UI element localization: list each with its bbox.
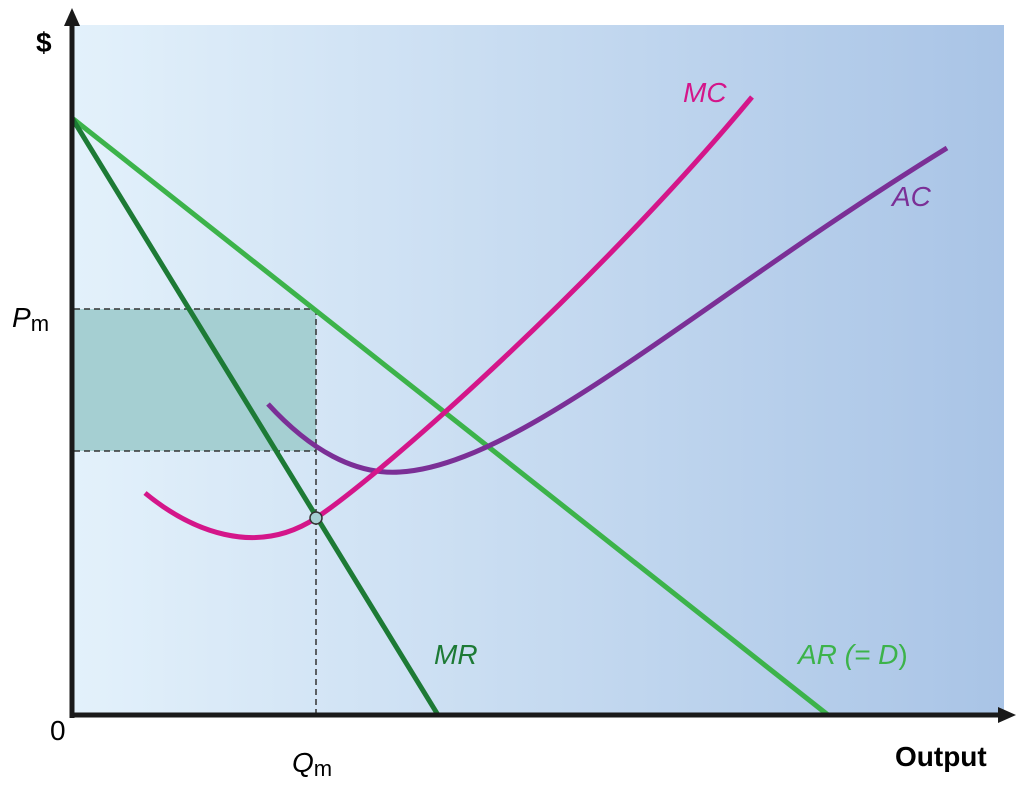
ac-curve [266,145,949,475]
mr-curve [69,116,441,717]
mr-label: MR [434,639,478,670]
mc-curve [143,95,754,541]
profit-area [74,309,316,451]
x-axis-arrow [998,707,1016,723]
ac-label: AC [890,181,932,212]
origin-label: 0 [50,715,66,746]
x-axis-label: Output [895,741,987,772]
y-axis-arrow [64,8,80,26]
mr-mc-intersection-point [309,511,323,525]
quantity-label: Qm [292,747,332,781]
y-axis-label: $ [36,27,52,58]
mc-label: MC [683,77,727,108]
price-label: Pm [12,302,49,336]
ar-label: AR (= D) [796,639,908,670]
ar-demand-curve [70,116,830,717]
